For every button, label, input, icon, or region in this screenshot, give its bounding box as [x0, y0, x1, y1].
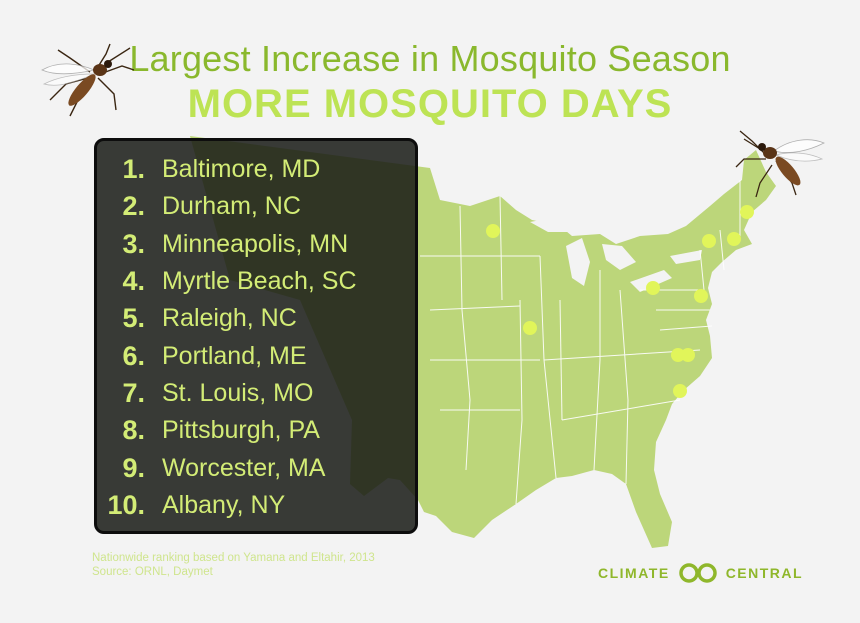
city-marker-portland: [740, 205, 754, 219]
city-name: Albany, NY: [162, 490, 286, 519]
list-item: 1. Baltimore, MD: [97, 151, 415, 188]
list-item: 10. Albany, NY: [97, 487, 415, 524]
city-marker-raleigh: [681, 348, 695, 362]
rank-number: 8.: [122, 415, 145, 446]
rank-number: 10.: [107, 489, 145, 520]
city-marker-myrtle-beach: [673, 384, 687, 398]
city-marker-durham: [671, 348, 685, 362]
city-name: Durham, NC: [162, 192, 301, 221]
city-marker-baltimore: [694, 289, 708, 303]
list-item: 7. St. Louis, MO: [97, 375, 415, 412]
list-item: 4. Myrtle Beach, SC: [97, 263, 415, 300]
rank-number: 7.: [122, 377, 145, 408]
rank-number: 9.: [122, 452, 145, 483]
map-subtitle: MORE MOSQUITO DAYS: [187, 82, 673, 126]
rank-number: 3.: [122, 228, 145, 259]
city-name: Portland, ME: [162, 341, 307, 370]
city-name: Worcester, MA: [162, 453, 326, 482]
source-line-ranking: Nationwide ranking based on Yamana and E…: [92, 552, 375, 564]
rank-number: 1.: [122, 154, 145, 185]
city-name: Minneapolis, MN: [162, 229, 349, 258]
rank-number: 5.: [122, 303, 145, 334]
city-name: Raleigh, NC: [162, 304, 297, 333]
city-name: St. Louis, MO: [162, 378, 314, 407]
logo-text-right: CENTRAL: [725, 565, 804, 581]
list-item: 5. Raleigh, NC: [97, 300, 415, 337]
mosquito-icon: [735, 130, 825, 198]
city-marker-pittsburgh: [646, 281, 660, 295]
city-name: Baltimore, MD: [162, 155, 321, 184]
city-name: Pittsburgh, PA: [162, 416, 320, 445]
city-markers: [486, 205, 754, 398]
list-item: 8. Pittsburgh, PA: [97, 412, 415, 449]
city-name: Myrtle Beach, SC: [162, 267, 357, 296]
ranking-panel: 1. Baltimore, MD 2. Durham, NC 3. Minneapol…: [94, 138, 418, 534]
list-item: 6. Portland, ME: [97, 337, 415, 374]
rank-number: 4.: [122, 266, 145, 297]
list-item: 9. Worcester, MA: [97, 449, 415, 486]
city-marker-albany: [702, 234, 716, 248]
map-title: Largest Increase in Mosquito Season: [129, 38, 731, 79]
city-marker-worcester: [727, 232, 741, 246]
source-line-data: Source: ORNL, Daymet: [92, 566, 213, 578]
linked-circles-icon: [678, 563, 717, 583]
list-item: 3. Minneapolis, MN: [97, 226, 415, 263]
rank-number: 6.: [122, 340, 145, 371]
rank-number: 2.: [122, 191, 145, 222]
list-item: 2. Durham, NC: [97, 188, 415, 225]
mosquito-icon: [41, 43, 135, 117]
ranking-list: 1. Baltimore, MD 2. Durham, NC 3. Minneapol…: [97, 141, 415, 524]
city-marker-st-louis: [523, 321, 537, 335]
climate-central-logo: CLIMATE CENTRAL: [598, 563, 803, 583]
source-note: Nationwide ranking based on Yamana and E…: [92, 551, 375, 579]
logo-text-left: CLIMATE: [598, 565, 670, 581]
city-marker-minneapolis: [486, 224, 500, 238]
